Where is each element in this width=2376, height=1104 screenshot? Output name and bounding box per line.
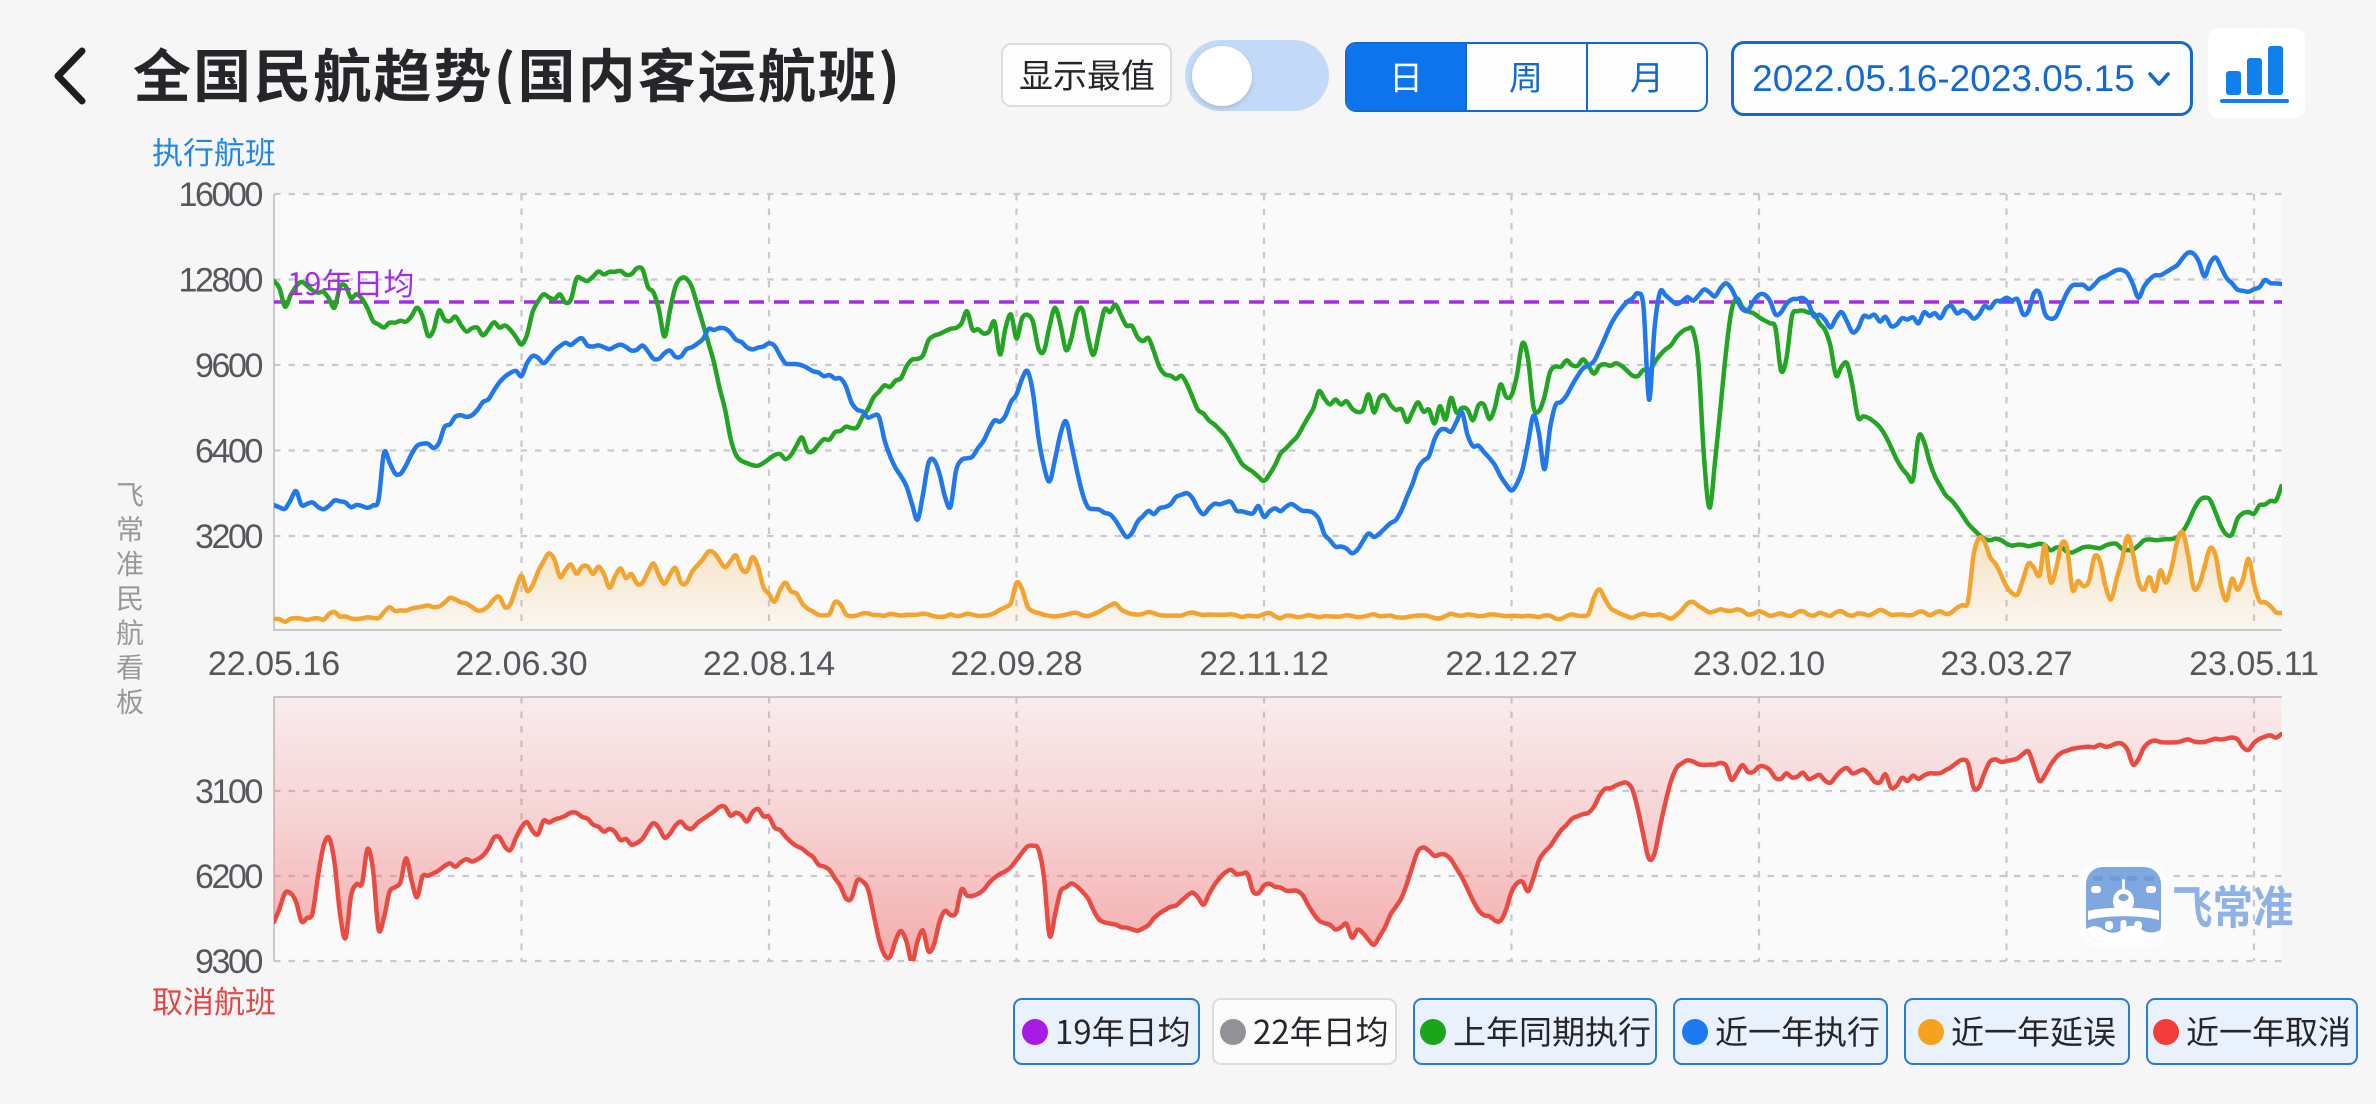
svg-text:22.12.27: 22.12.27 [1445,645,1577,683]
svg-text:9300: 9300 [195,943,263,981]
svg-text:3100: 3100 [195,773,263,811]
svg-text:22.09.28: 22.09.28 [950,645,1082,683]
svg-text:22.06.30: 22.06.30 [455,645,587,683]
svg-text:3200: 3200 [195,518,263,556]
svg-text:12800: 12800 [178,262,262,300]
svg-text:22.08.14: 22.08.14 [703,645,835,683]
svg-text:23.05.11: 23.05.11 [2189,645,2319,683]
svg-text:6200: 6200 [195,858,263,896]
svg-text:23.03.27: 23.03.27 [1940,645,2072,683]
svg-text:9600: 9600 [195,347,263,385]
svg-text:6400: 6400 [195,433,263,471]
svg-text:22.05.16: 22.05.16 [208,645,340,683]
svg-text:16000: 16000 [178,176,262,214]
svg-text:22.11.12: 22.11.12 [1199,645,1329,683]
svg-text:23.02.10: 23.02.10 [1693,645,1825,683]
